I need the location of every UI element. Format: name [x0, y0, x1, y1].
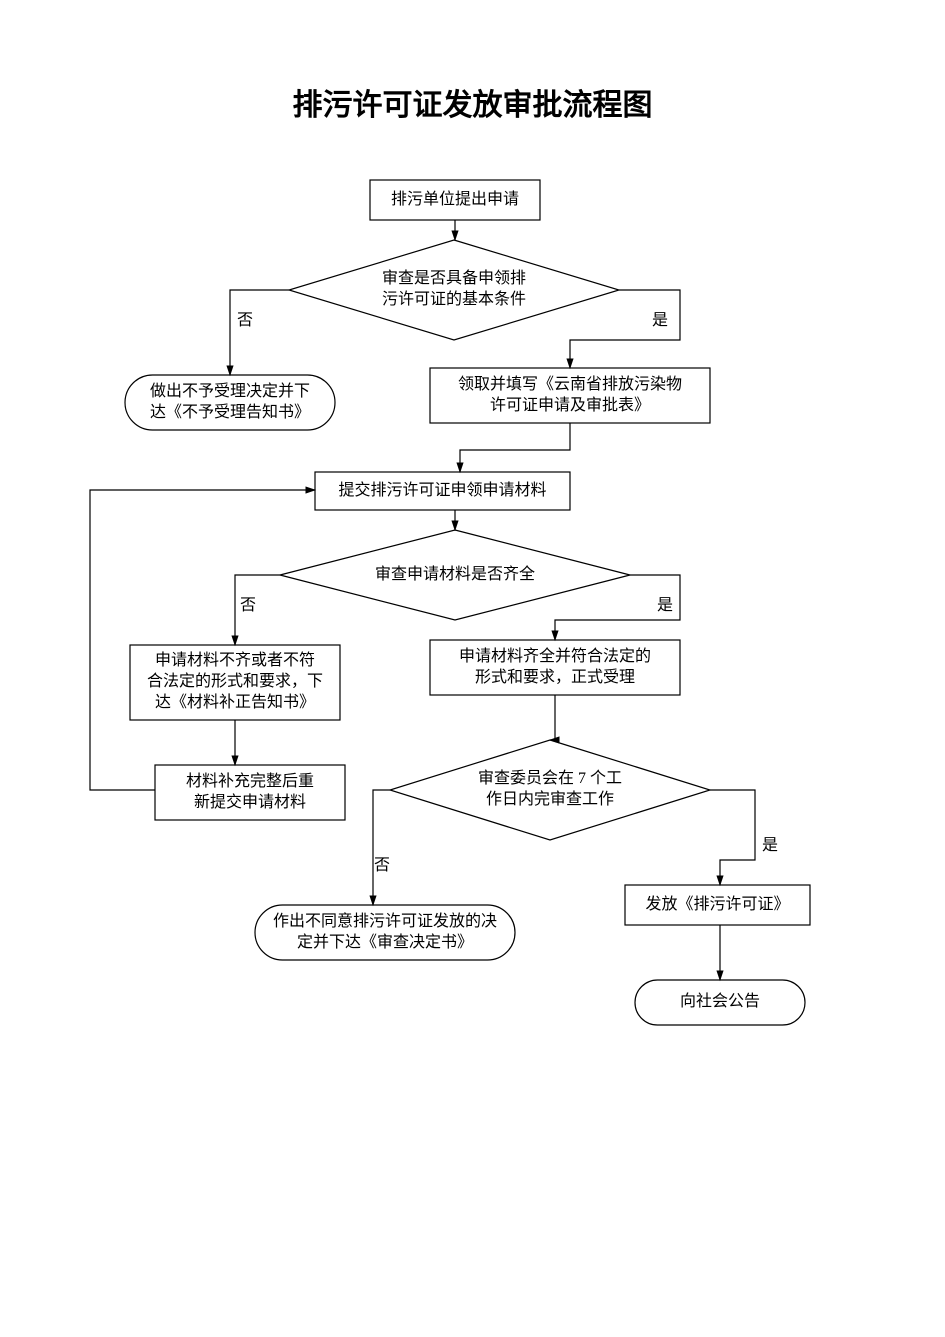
flow-edge-8 [90, 490, 315, 790]
page-title: 排污许可证发放审批流程图 [0, 80, 945, 124]
flowchart-canvas: 排污单位提出申请审查是否具备申领排污许可证的基本条件做出不予受理决定并下达《不予… [0, 150, 945, 1210]
flow-node-n7: 材料补充完整后重新提交申请材料 [155, 765, 345, 820]
flow-node-d3: 审查委员会在 7 个工作日内完审查工作 [390, 740, 710, 840]
flow-node-n10: 向社会公告 [635, 980, 805, 1025]
flow-edge-11 [710, 790, 755, 885]
flow-node-n5: 申请材料不齐或者不符合法定的形式和要求，下达《材料补正告知书》 [130, 645, 340, 720]
flow-node-n6: 申请材料齐全并符合法定的形式和要求，正式受理 [430, 640, 680, 695]
flow-edge-2 [570, 290, 680, 368]
flow-edge-10 [373, 790, 390, 905]
page: 排污许可证发放审批流程图 排污单位提出申请审查是否具备申领排污许可证的基本条件做… [0, 0, 945, 1337]
edge-label-3: 是 [657, 597, 673, 614]
flow-node-n9: 发放《排污许可证》 [625, 885, 810, 925]
edge-label-4: 否 [374, 857, 390, 874]
flow-edge-3 [460, 423, 570, 472]
flow-node-n2: 做出不予受理决定并下达《不予受理告知书》 [125, 375, 335, 430]
edge-label-1: 是 [652, 312, 668, 329]
flow-node-d1: 审查是否具备申领排污许可证的基本条件 [289, 240, 619, 340]
edge-label-0: 否 [237, 312, 253, 329]
flow-node-n1: 排污单位提出申请 [370, 180, 540, 220]
flow-edge-1 [230, 290, 289, 375]
edge-label-5: 是 [762, 837, 778, 854]
flow-node-d2: 审查申请材料是否齐全 [280, 530, 630, 620]
flow-edge-9 [550, 695, 555, 740]
flow-node-n8: 作出不同意排污许可证发放的决定并下达《审查决定书》 [255, 905, 515, 960]
flow-node-n3: 领取并填写《云南省排放污染物许可证申请及审批表》 [430, 368, 710, 423]
edge-label-2: 否 [240, 597, 256, 614]
flow-node-n4: 提交排污许可证申领申请材料 [315, 472, 570, 510]
